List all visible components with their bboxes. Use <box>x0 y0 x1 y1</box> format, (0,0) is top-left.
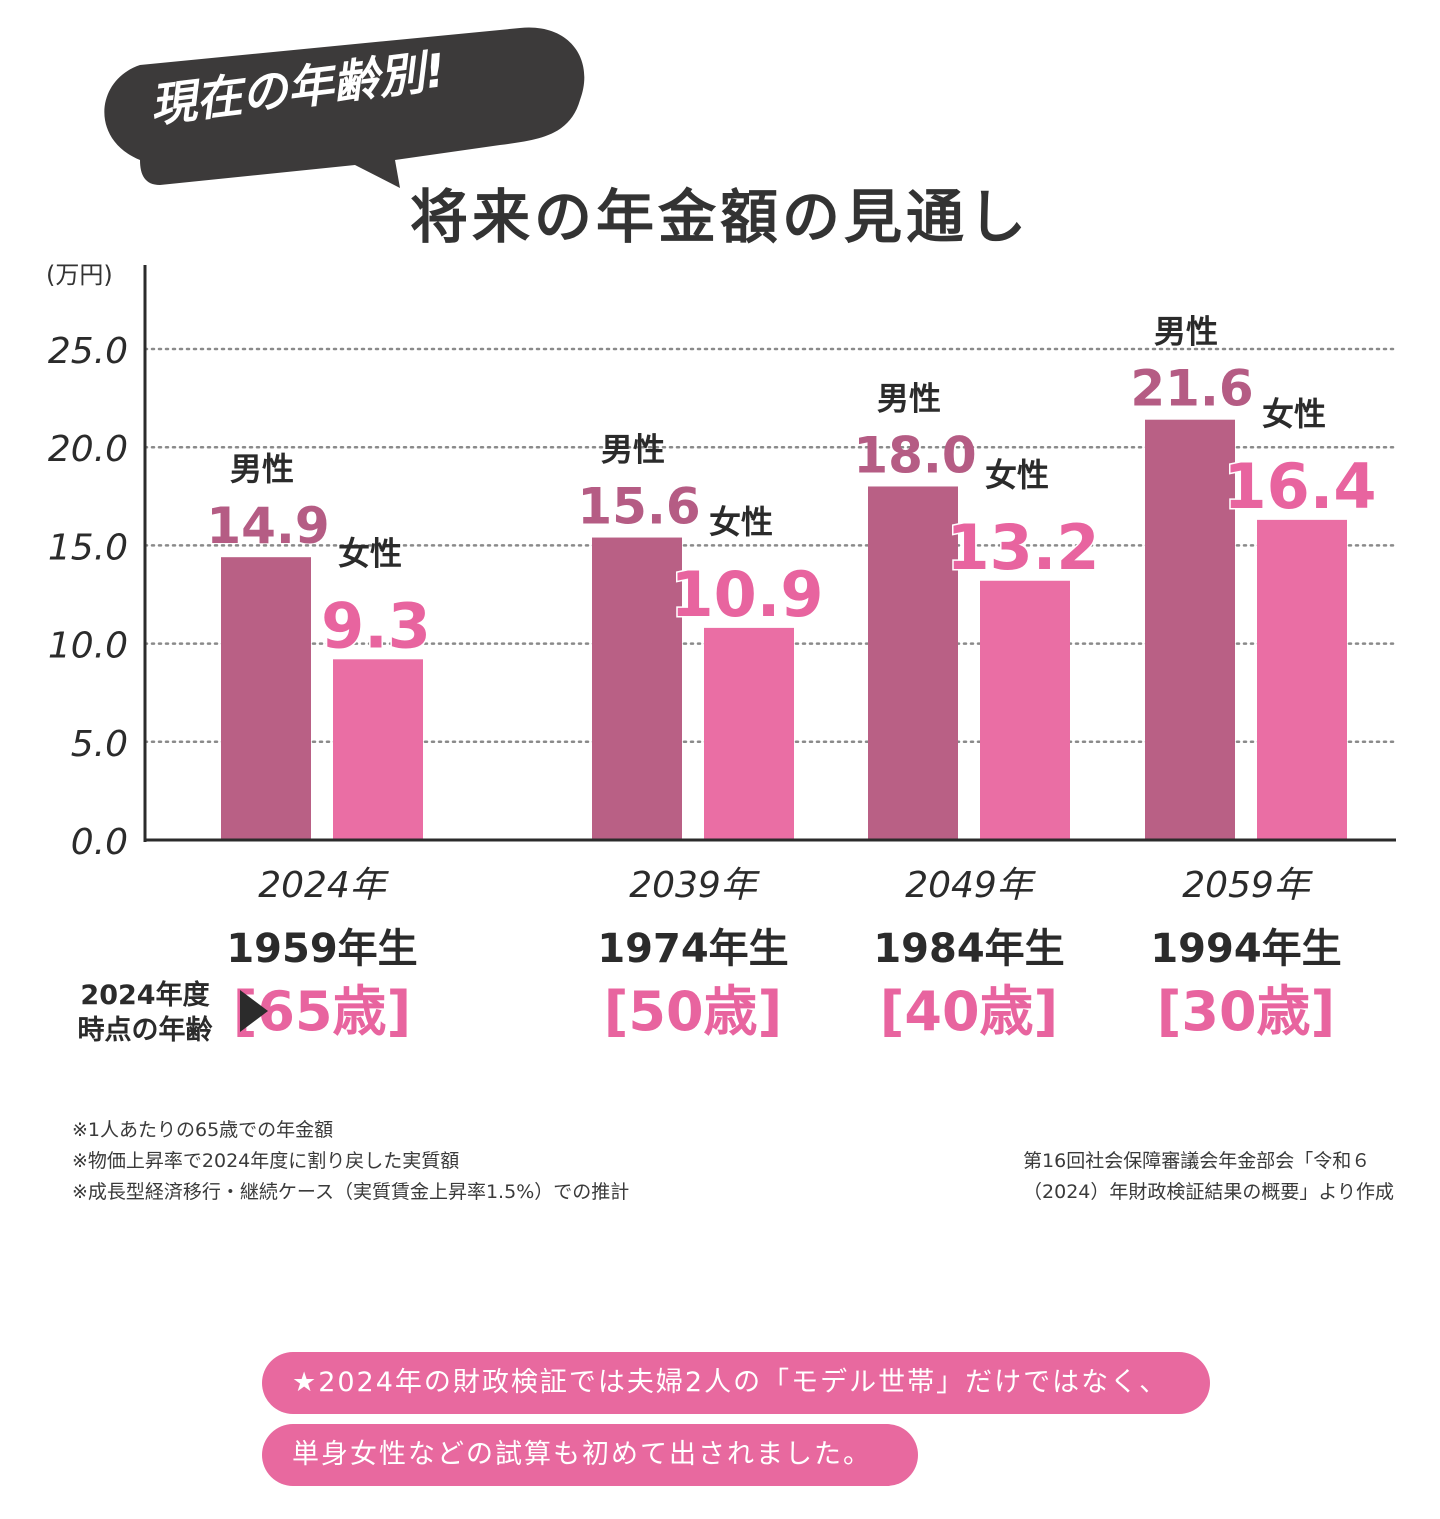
footnote: ※物価上昇率で2024年度に割り戻した実質額 <box>72 1150 460 1172</box>
bar-male <box>221 557 311 840</box>
note-pill: 単身女性などの試算も初めて出されました。 <box>262 1424 918 1486</box>
data-label-female: 16.4 <box>1224 450 1377 523</box>
footnote: ※1人あたりの65歳での年金額 <box>72 1119 334 1141</box>
series-label-female: 女性 <box>1262 395 1326 433</box>
data-label-female: 9.3 <box>321 589 431 662</box>
data-label-male: 15.6 <box>577 478 700 536</box>
y-tick-label: 20.0 <box>48 429 128 470</box>
series-label-male: 男性 <box>230 450 294 488</box>
x-category-label: 2024年 <box>258 865 390 906</box>
source-line: （2024）年財政検証結果の概要」より作成 <box>1023 1181 1394 1203</box>
bar-male <box>868 486 958 840</box>
series-label-female: 女性 <box>338 534 402 572</box>
series-label-male: 男性 <box>877 379 941 417</box>
birth-year-label: 1984年生 <box>873 926 1064 972</box>
series-label-male: 男性 <box>1154 313 1218 351</box>
data-label-female: 10.9 <box>671 558 824 631</box>
series-label-female: 女性 <box>985 456 1049 494</box>
data-label-male: 21.6 <box>1130 360 1253 418</box>
age-label: [50歳] <box>604 980 783 1043</box>
bar-female <box>1257 519 1347 840</box>
arrow-right-icon <box>240 990 268 1032</box>
source-note: 第16回社会保障審議会年金部会「令和６ （2024）年財政検証結果の概要」より作… <box>1023 1146 1394 1208</box>
footnotes: ※1人あたりの65歳での年金額 ※物価上昇率で2024年度に割り戻した実質額 ※… <box>72 1115 629 1208</box>
y-axis-unit: (万円) <box>46 261 113 289</box>
age-row-label: 2024年度 <box>80 979 209 1011</box>
footnote: ※成長型経済移行・継続ケース（実質賃金上昇率1.5%）での推計 <box>72 1181 630 1203</box>
chart-title: 将来の年金額の見通し <box>410 183 1031 251</box>
bar-female <box>704 627 794 840</box>
y-tick-label: 15.0 <box>48 527 128 568</box>
bar-female <box>333 659 423 840</box>
data-label-male: 18.0 <box>853 426 976 484</box>
x-category-label: 2049年 <box>905 865 1037 906</box>
series-label-female: 女性 <box>709 503 773 541</box>
source-line: 第16回社会保障審議会年金部会「令和６ <box>1023 1150 1371 1172</box>
birth-year-label: 1974年生 <box>597 926 788 972</box>
data-label-female: 13.2 <box>947 511 1100 584</box>
bar-female <box>980 580 1070 840</box>
note-pill: ★2024年の財政検証では夫婦2人の「モデル世帯」だけではなく、 <box>262 1352 1210 1414</box>
y-tick-label: 10.0 <box>48 626 128 667</box>
y-tick-label: 5.0 <box>71 724 128 765</box>
age-row-label: 時点の年齢 <box>78 1014 213 1046</box>
birth-year-label: 1994年生 <box>1150 926 1341 972</box>
x-category-label: 2039年 <box>629 865 761 906</box>
age-label: [30歳] <box>1157 980 1336 1043</box>
bar-male <box>1145 419 1235 840</box>
bar-male <box>592 537 682 840</box>
data-label-male: 14.9 <box>206 497 329 555</box>
series-label-male: 男性 <box>601 431 665 469</box>
y-tick-label: 25.0 <box>48 331 128 372</box>
x-category-label: 2059年 <box>1182 865 1314 906</box>
bar-chart: (万円)0.05.010.015.020.025.014.99.3男性女性202… <box>46 261 1398 1046</box>
speech-bubble <box>104 27 585 189</box>
age-label: [40歳] <box>880 980 1059 1043</box>
y-tick-label: 0.0 <box>71 822 128 863</box>
speech-bubble-shape <box>104 27 585 189</box>
birth-year-label: 1959年生 <box>226 926 417 972</box>
